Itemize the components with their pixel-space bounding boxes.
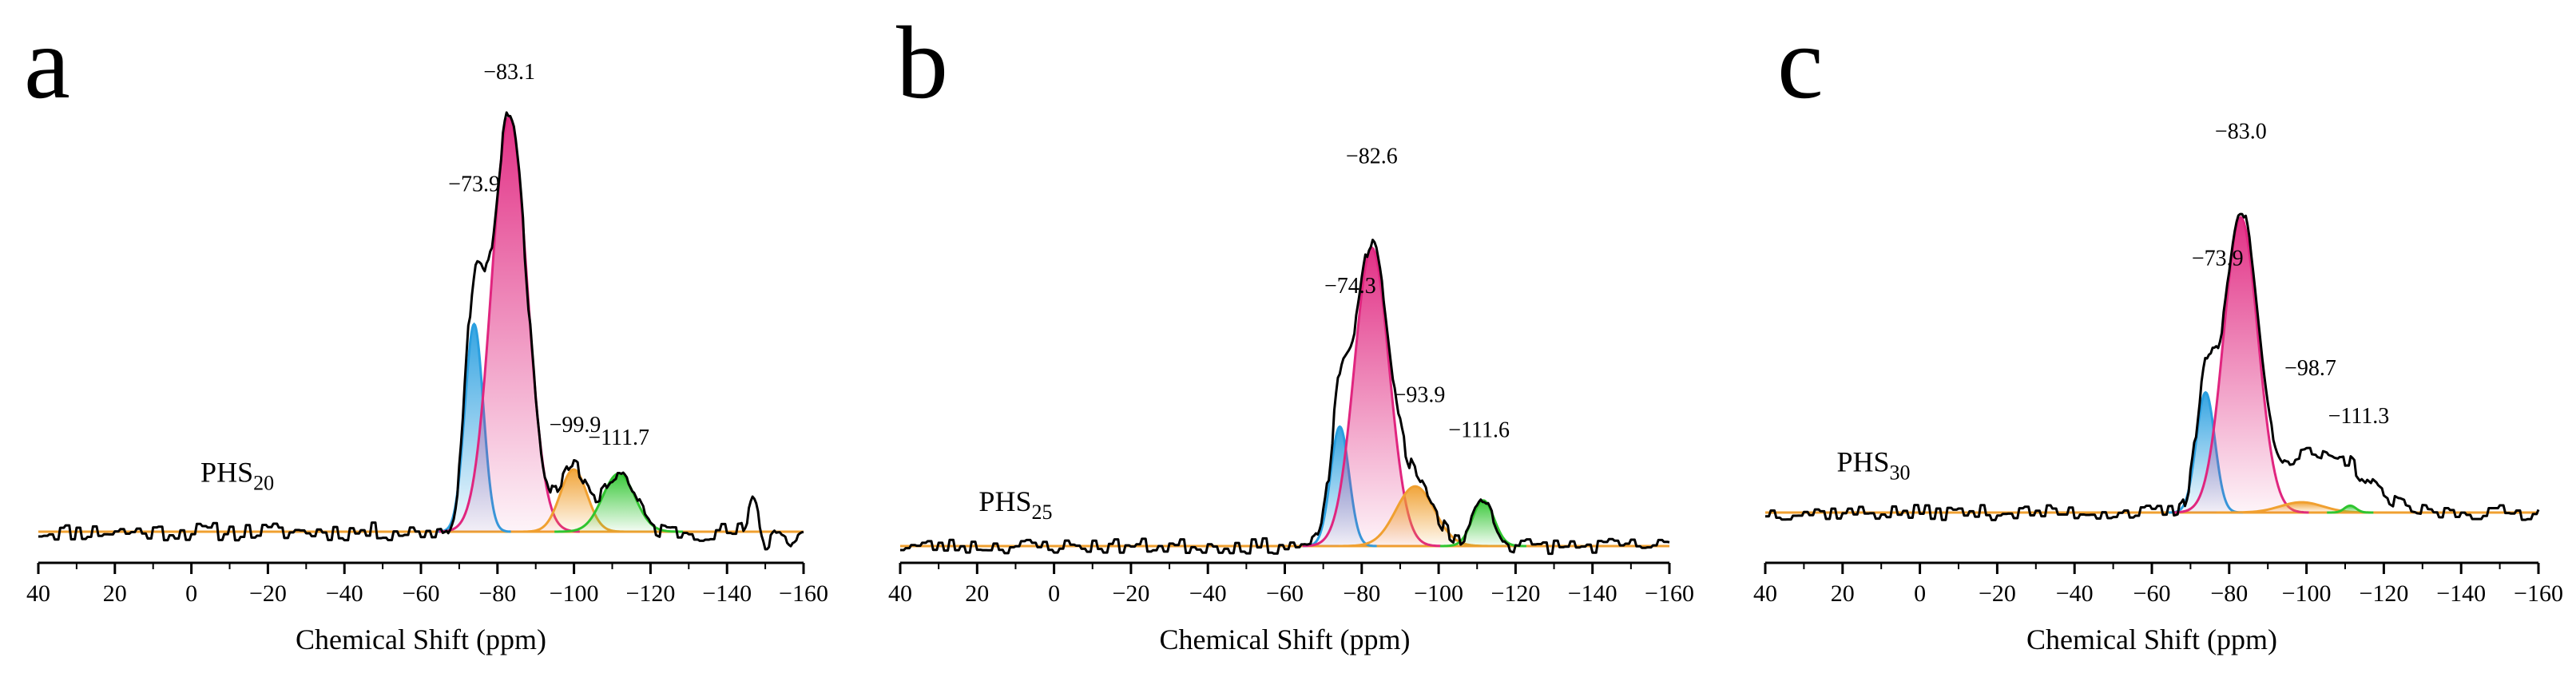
spectrum-line-b <box>900 238 1670 556</box>
x-tick-label: −40 <box>2056 580 2094 607</box>
x-tick-label: 40 <box>1753 580 1777 607</box>
x-tick-label: −40 <box>1189 580 1227 607</box>
x-tick-label: −160 <box>2514 580 2563 607</box>
peak-fill-q2-a <box>439 117 580 532</box>
x-tick-label: −140 <box>1568 580 1617 607</box>
peak-annotation: −93.9 <box>1394 383 1446 408</box>
peak-fill-q1-c <box>2168 392 2243 513</box>
x-tick-label: −120 <box>2359 580 2408 607</box>
x-tick-label: −80 <box>2210 580 2248 607</box>
peak-annotation: −99.9 <box>550 413 601 437</box>
x-tick-label: −140 <box>2436 580 2486 607</box>
x-tick-label: 40 <box>888 580 912 607</box>
x-tick-label: −140 <box>702 580 752 607</box>
x-axis-title-c: Chemical Shift (ppm) <box>2026 624 2277 655</box>
peak-annotation: −111.3 <box>2328 404 2390 429</box>
x-tick-label: 20 <box>103 580 127 607</box>
x-tick-label: −80 <box>1343 580 1380 607</box>
spectrum-line-a <box>38 111 804 551</box>
x-tick-label: 0 <box>1048 580 1060 607</box>
x-tick-label: −60 <box>1266 580 1304 607</box>
peak-annotation: −98.7 <box>2284 356 2336 381</box>
peak-fill-q4-b <box>1440 500 1526 546</box>
x-tick-label: −100 <box>2282 580 2332 607</box>
peak-fill-q1-a <box>437 324 511 532</box>
x-tick-label: −100 <box>1414 580 1463 607</box>
peak-fill-q4-a <box>554 473 684 532</box>
chart-panel-c: 40 20 0 −20 −40 −60 −80 −100 −120 −140 −160 Chemica… <box>1753 6 2563 655</box>
peak-annotation: −111.7 <box>588 426 649 450</box>
x-tick-label: −20 <box>1112 580 1149 607</box>
peak-fill-q2-b <box>1302 247 1441 546</box>
x-tick-label: 0 <box>1914 580 1926 607</box>
sample-label-a: PHS20 <box>200 457 274 495</box>
x-tick-label: 40 <box>26 580 50 607</box>
sample-label-c: PHS30 <box>1836 445 1910 484</box>
x-tick-label: −160 <box>1645 580 1694 607</box>
peak-curve-q4-c <box>2327 504 2374 514</box>
x-tick-label: −120 <box>1490 580 1540 607</box>
peak-annotation: −83.1 <box>483 60 535 85</box>
x-tick-label: −60 <box>2133 580 2171 607</box>
peak-fill-q3-b <box>1338 486 1493 546</box>
peak-annotation: −73.9 <box>2192 246 2244 271</box>
peak-fill-q3-c <box>2216 502 2387 513</box>
peak-fill-q2-c <box>2173 217 2309 513</box>
x-axis-title-a: Chemical Shift (ppm) <box>296 624 546 655</box>
x-tick-label: −100 <box>550 580 599 607</box>
sample-label-b: PHS25 <box>978 485 1052 524</box>
x-tick-label: −120 <box>625 580 675 607</box>
peak-curve-q4-b <box>1440 499 1526 548</box>
x-tick-label: −160 <box>779 580 828 607</box>
peak-annotation: −74.3 <box>1324 274 1376 299</box>
x-tick-label: −40 <box>326 580 363 607</box>
x-tick-label: 0 <box>185 580 197 607</box>
x-tick-label: 20 <box>1831 580 1855 607</box>
panel-label-a: a <box>24 6 70 121</box>
x-tick-label: −20 <box>249 580 287 607</box>
x-axis-title-b: Chemical Shift (ppm) <box>1160 624 1411 655</box>
panel-label-b: b <box>896 6 948 121</box>
chart-panel-b: 40 20 0 −20 −40 −60 −80 −100 −120 −140 −160 Chemica… <box>888 6 1694 655</box>
peak-fill-q3-a <box>520 469 628 532</box>
x-tick-label: −20 <box>1979 580 2016 607</box>
chart-panel-a: 40 20 0 −20 −40 −60 −80 −100 −120 −140 −160 Chemica… <box>24 6 828 655</box>
x-tick-label: −60 <box>403 580 440 607</box>
x-tick-label: −80 <box>478 580 516 607</box>
x-tick-label: 20 <box>965 580 989 607</box>
panel-label-c: c <box>1777 6 1824 121</box>
peak-annotation: −73.9 <box>448 172 500 197</box>
spectrum-line-c <box>1765 212 2540 521</box>
peak-annotation: −83.0 <box>2215 119 2267 144</box>
peak-annotation: −111.6 <box>1448 418 1510 443</box>
peak-fill-q4-c <box>2327 505 2374 513</box>
peak-annotation: −82.6 <box>1346 144 1398 168</box>
